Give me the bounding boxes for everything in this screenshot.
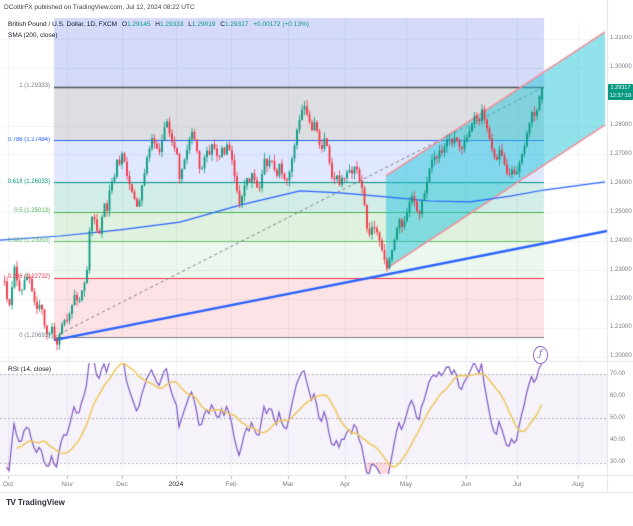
fib-level-label: 0.618 (1.26033) bbox=[7, 178, 50, 185]
price-tick: 1.20000 bbox=[610, 353, 632, 360]
sma-legend: SMA (200, close) bbox=[8, 32, 58, 39]
time-label: 2024 bbox=[168, 481, 184, 488]
change-value: +0.00172 (+0.13%) bbox=[253, 21, 309, 28]
rsi-legend: RSI (14, close) bbox=[8, 366, 51, 373]
symbol-title: British Pound / U.S. Dollar, 1D, FXCM bbox=[8, 21, 118, 28]
price-tick: 1.30000 bbox=[610, 64, 632, 71]
open-label: O bbox=[121, 21, 127, 28]
rsi-tick: 50.00 bbox=[610, 414, 626, 421]
time-label: Feb bbox=[225, 481, 237, 488]
price-tick: 1.24000 bbox=[610, 237, 632, 244]
fib-level-label: 0.382 (1.23993) bbox=[7, 237, 50, 244]
close-value: 1.29317 bbox=[224, 21, 249, 28]
last-price-badge: 1.29317 12:37:18 bbox=[608, 84, 633, 100]
low-label: L bbox=[188, 21, 192, 28]
fib-level-label: 0.5 (1.25013) bbox=[14, 208, 50, 215]
tradingview-logo[interactable]: TV TradingView bbox=[6, 497, 65, 507]
time-label: Mar bbox=[282, 481, 294, 488]
time-label: Jul bbox=[512, 481, 522, 488]
symbol-legend: British Pound / U.S. Dollar, 1D, FXCM O1… bbox=[8, 21, 309, 28]
attribution-text: DCottlrFX published on TradingView.com, … bbox=[4, 4, 195, 11]
price-tick: 1.23000 bbox=[610, 266, 632, 273]
time-label: Jun bbox=[460, 481, 472, 488]
rsi-tick: 30.00 bbox=[610, 459, 626, 466]
close-label: C bbox=[220, 21, 225, 28]
indicator-function-icon[interactable]: ƒ bbox=[533, 346, 548, 364]
high-value: 1.29333 bbox=[159, 21, 184, 28]
price-tick: 1.25000 bbox=[610, 208, 632, 215]
price-tick: 1.22000 bbox=[610, 295, 632, 302]
fib-level-label: 0.236 (1.22732) bbox=[7, 274, 50, 281]
high-label: H bbox=[155, 21, 160, 28]
price-tick: 1.26000 bbox=[610, 179, 632, 186]
fib-level-label: 0.786 (1.27484) bbox=[7, 136, 50, 143]
bar-countdown: 12:37:18 bbox=[609, 93, 632, 99]
open-value: 1.29145 bbox=[126, 21, 151, 28]
tradingview-logo-text: TradingView bbox=[17, 497, 65, 507]
price-tick: 1.28000 bbox=[610, 122, 632, 129]
rsi-tick: 40.00 bbox=[610, 436, 626, 443]
time-label: May bbox=[399, 481, 413, 488]
fib-level-label: 1 (1.29333) bbox=[19, 83, 50, 90]
time-label: Apr bbox=[339, 481, 351, 488]
time-label: Oct bbox=[2, 481, 14, 488]
price-tick: 1.21000 bbox=[610, 324, 632, 331]
price-tick: 1.31000 bbox=[610, 35, 632, 42]
rsi-tick: 60.00 bbox=[610, 392, 626, 399]
time-label: Dec bbox=[116, 481, 128, 488]
fib-level-label: 0 (1.20693) bbox=[19, 333, 50, 340]
price-tick: 1.27000 bbox=[610, 150, 632, 157]
time-label: Aug bbox=[572, 481, 584, 488]
tradingview-logo-icon: TV bbox=[6, 497, 16, 507]
last-price: 1.29317 bbox=[610, 85, 631, 91]
rsi-tick: 70.00 bbox=[610, 370, 626, 377]
time-label: Nov bbox=[61, 481, 73, 488]
low-value: 1.29019 bbox=[191, 21, 216, 28]
